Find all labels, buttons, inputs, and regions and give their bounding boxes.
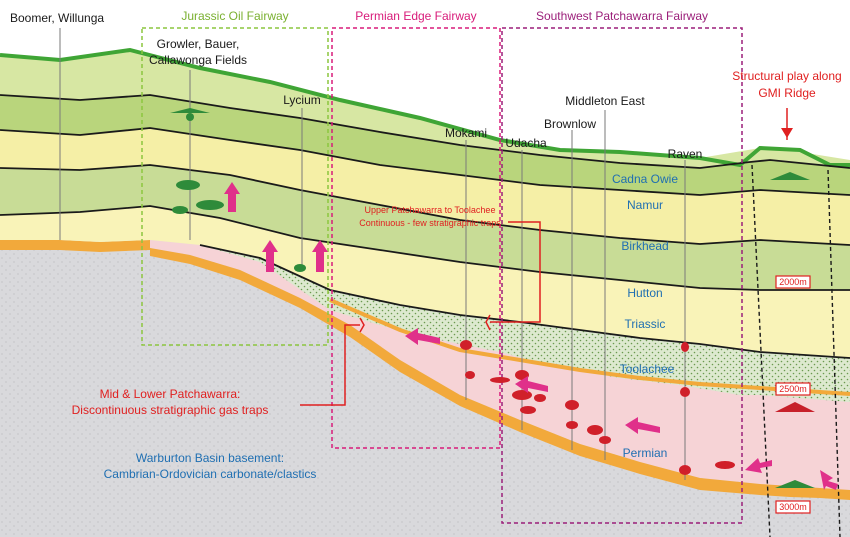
- oil-shows: [172, 113, 306, 272]
- well-label-growler-2: Callawonga Fields: [149, 53, 247, 67]
- well-label-mokami: Mokami: [445, 126, 487, 140]
- upper-patchawarra-line2: Continuous - few stratigraphic traps: [359, 218, 501, 228]
- birkhead-layer: [0, 165, 850, 290]
- permian-base-band: [150, 248, 850, 500]
- well-label-boomer: Boomer, Willunga: [10, 11, 104, 25]
- upper-patchawarra-line1: Upper Patchawarra to Toolachee: [365, 205, 496, 215]
- namur-layer: [0, 128, 850, 245]
- formation-toolachee: Toolachee: [620, 362, 675, 376]
- gmi-gas-cap: [775, 402, 815, 412]
- well-label-udacha: Udacha: [505, 136, 547, 150]
- formation-birkhead: Birkhead: [621, 239, 668, 253]
- gmi-oil-cap: [770, 172, 810, 180]
- formation-permian: Permian: [623, 446, 668, 460]
- southwest-fairway-title: Southwest Patchawarra Fairway: [536, 9, 708, 23]
- formation-cadna-owie: Cadna Owie: [612, 172, 678, 186]
- jurassic-fairway-box: [141, 27, 329, 346]
- cadna-owie-layer: [0, 95, 850, 195]
- formation-namur: Namur: [627, 198, 663, 212]
- migration-arrows: [224, 182, 838, 490]
- depth-3000-text: 3000m: [779, 502, 807, 512]
- hutton-layer: [0, 206, 850, 358]
- fault-lines: [751, 164, 841, 537]
- formation-hutton: Hutton: [627, 286, 662, 300]
- depth-label-2500: 2500m: [775, 382, 811, 396]
- depth-2500-text: 2500m: [779, 384, 807, 394]
- permian-edge-fairway-box: [331, 27, 501, 449]
- mid-patchawarra-line2: Discontinuous stratigraphic gas traps: [72, 403, 269, 417]
- basement-line2: Cambrian-Ordovician carbonate/clastics: [104, 467, 317, 481]
- jurassic-fairway-title: Jurassic Oil Fairway: [181, 9, 288, 23]
- gas-shows: [460, 340, 735, 475]
- well-label-growler-1: Growler, Bauer,: [157, 37, 240, 51]
- depth-label-3000: 3000m: [775, 500, 811, 514]
- gmi-green-cap-lower: [775, 480, 815, 488]
- basement-line1: Warburton Basin basement:: [136, 451, 284, 465]
- well-label-brownlow: Brownlow: [544, 117, 596, 131]
- depth-label-2000: 2000m: [775, 275, 811, 289]
- surface-line: [0, 47, 850, 168]
- horizon-lines: [0, 94, 850, 359]
- top-green-layer: [0, 50, 850, 168]
- depth-2000-text: 2000m: [779, 277, 807, 287]
- permian-edge-fairway-title: Permian Edge Fairway: [355, 9, 476, 23]
- structural-arrow-head: [781, 128, 793, 138]
- structural-play-line1: Structural play along: [732, 69, 841, 83]
- mid-patchawarra-line1: Mid & Lower Patchawarra:: [100, 387, 241, 401]
- well-label-middleton: Middleton East: [565, 94, 645, 108]
- formation-triassic: Triassic: [625, 317, 666, 331]
- well-label-raven: Raven: [668, 147, 703, 161]
- structural-play-line2: GMI Ridge: [758, 86, 816, 100]
- jurassic-oil-cap: [170, 108, 210, 113]
- left-orange-band: [0, 240, 150, 252]
- well-label-lycium: Lycium: [283, 93, 321, 107]
- southwest-fairway-box: [501, 27, 743, 524]
